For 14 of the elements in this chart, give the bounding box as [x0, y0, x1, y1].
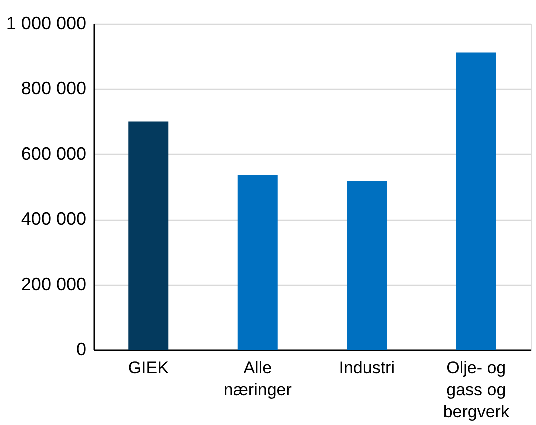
y-tick-label: 1 000 000 [6, 14, 86, 34]
bar [238, 174, 278, 350]
bar [456, 52, 496, 350]
x-tick-label: Olje- og gass og bergverk [443, 358, 510, 422]
y-tick-label: 400 000 [21, 209, 86, 230]
y-tick-label: 600 000 [21, 144, 86, 164]
x-tick-label: GIEK [128, 358, 170, 378]
bar [128, 122, 169, 350]
y-tick-label: 800 000 [21, 78, 86, 99]
y-tick-label: 200 000 [21, 274, 86, 294]
y-tick-label: 0 [76, 340, 86, 360]
x-tick-label: Industri [339, 358, 395, 378]
bar [347, 181, 388, 350]
x-tick-label: Alle næringer [224, 358, 292, 400]
